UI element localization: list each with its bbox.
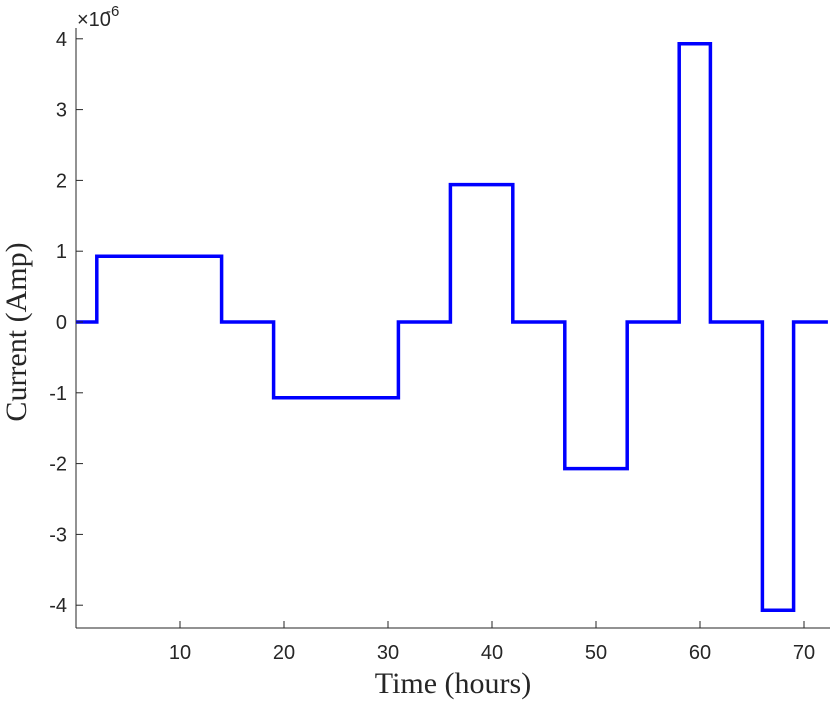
y-tick-label: 3 [56,100,67,122]
x-tick-label: 60 [689,642,711,664]
y-axis-exponent-power: -6 [106,3,119,20]
x-axis-ticks: 10 20 30 40 50 60 70 [169,621,815,664]
y-tick-label: 1 [56,241,67,263]
y-tick-label: 0 [56,312,67,334]
x-tick-label: 50 [585,642,607,664]
y-axis-exponent-base: ×10 [77,9,111,31]
x-tick-label: 10 [169,642,191,664]
y-tick-label: -1 [49,383,67,405]
y-tick-label: -3 [49,524,67,546]
y-tick-label: -2 [49,454,67,476]
series-line-0 [76,42,828,612]
x-tick-label: 40 [481,642,503,664]
x-axis-title: Time (hours) [375,667,531,700]
x-tick-label: 70 [793,642,815,664]
y-tick-label: 2 [56,170,67,192]
x-tick-label: 20 [273,642,295,664]
x-tick-label: 30 [377,642,399,664]
y-tick-label: 4 [56,29,67,51]
y-tick-label: -4 [49,595,67,617]
y-axis-ticks: -4 -3 -2 -1 0 1 2 3 4 [49,29,83,617]
plot-area [75,28,830,629]
y-axis-title: Current (Amp) [0,242,33,421]
